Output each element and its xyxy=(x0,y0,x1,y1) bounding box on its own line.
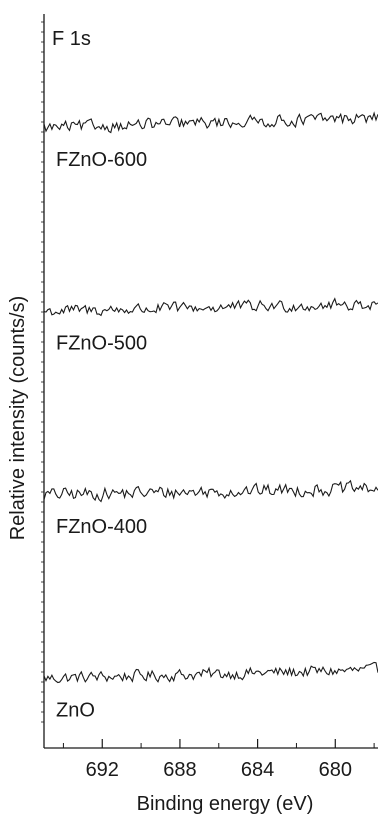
x-ticks-group: 692 688 684 680 xyxy=(41,21,375,781)
x-tick-label: 688 xyxy=(163,759,196,781)
series-labels-group: ZnO FZnO-400 FZnO-500 FZnO-600 xyxy=(56,149,147,722)
series-label: FZnO-500 xyxy=(56,332,147,354)
series-group xyxy=(43,111,378,684)
axes-group xyxy=(43,14,378,749)
series-line-fzno-400 xyxy=(43,479,378,503)
x-tick-label: 684 xyxy=(241,759,274,781)
series-label: ZnO xyxy=(56,699,95,721)
series-label: FZnO-600 xyxy=(56,149,147,171)
x-tick-label: 692 xyxy=(86,759,119,781)
panel-label: F 1s xyxy=(52,28,91,50)
series-line-fzno-600 xyxy=(43,111,378,134)
y-axis-label: Relative intensity (counts/s) xyxy=(7,296,29,541)
series-label: FZnO-400 xyxy=(56,516,147,538)
series-line-zno xyxy=(43,661,378,684)
x-axis-label: Binding energy (eV) xyxy=(137,793,314,815)
x-tick-label: 680 xyxy=(319,759,352,781)
series-line-fzno-500 xyxy=(43,297,378,317)
